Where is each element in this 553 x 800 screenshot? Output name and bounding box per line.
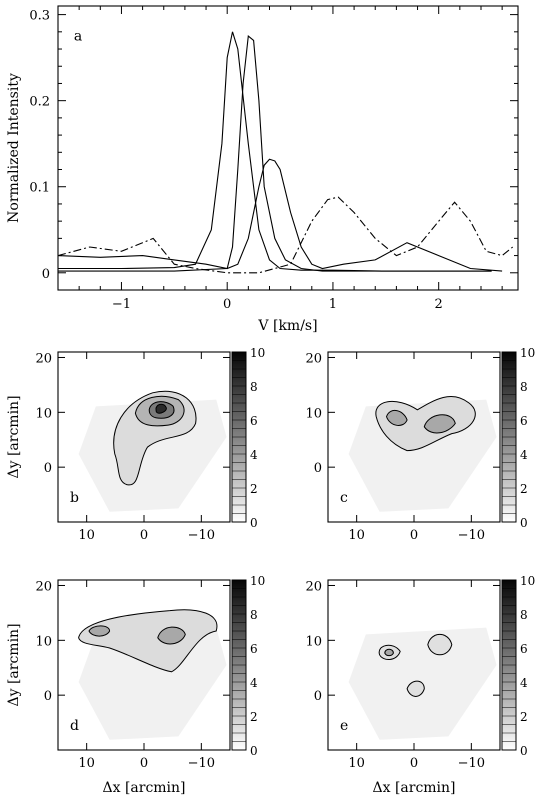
panel-a: −1 0 1 2 0 0.1 0.2 0.3 V [km/s] Normalized Intens… — [6, 5, 519, 334]
contour-level-2 — [385, 410, 408, 426]
colorbar-tick-label: 8 — [520, 380, 528, 394]
x-tick-label: −10 — [458, 528, 485, 543]
y-tick-label: 10 — [305, 406, 322, 421]
panel-letter: d — [70, 718, 79, 734]
contour-level-1 — [78, 609, 218, 673]
y-tick-label: 10 — [35, 634, 52, 649]
y-tick-label: 0 — [44, 689, 52, 704]
panel-letter: b — [70, 490, 79, 506]
series-line-3 — [57, 158, 503, 272]
contour-level-3 — [423, 414, 456, 434]
colorbar-tick-label: 8 — [250, 608, 258, 622]
colorbar-tick-label: 2 — [250, 710, 258, 724]
y-tick-label: 0 — [314, 689, 322, 704]
x-tick-label: −10 — [188, 756, 215, 771]
x-tick-label: −10 — [188, 528, 215, 543]
panel-d: 10 0 −10 0 10 20 d Δy [arcmin] Δx [arcmin] 0 2 4 6 8 1… — [6, 574, 265, 796]
y-tick-label: 10 — [305, 634, 322, 649]
y-tick-label: 0 — [314, 461, 322, 476]
series-line-1 — [58, 31, 492, 272]
x-axis-label: Δx [arcmin] — [372, 780, 455, 796]
x-tick-label: −1 — [112, 297, 131, 312]
colorbar-tick-label: 6 — [520, 414, 528, 428]
contour-level-3 — [406, 680, 425, 697]
colorbar-tick-label: 2 — [250, 482, 258, 496]
contour-level-3 — [88, 625, 111, 637]
colorbar-tick-label: 10 — [520, 346, 535, 360]
colorbar-tick-label: 8 — [520, 608, 528, 622]
x-tick-label: 0 — [410, 528, 418, 543]
x-axis-label: V [km/s] — [257, 318, 317, 334]
y-axis-label: Normalized Intensity — [6, 73, 22, 223]
x-tick-label: 2 — [435, 297, 443, 312]
x-tick-label: 0 — [140, 528, 148, 543]
plot-frame — [57, 5, 519, 291]
colorbar-tick-label: 0 — [520, 516, 528, 530]
map-footprint — [78, 627, 227, 740]
x-tick-label: 0 — [140, 756, 148, 771]
y-tick-label: 20 — [305, 579, 322, 594]
x-axis-label: Δx [arcmin] — [102, 780, 185, 796]
y-tick-label: 20 — [35, 351, 52, 366]
colorbar-tick-label: 4 — [250, 676, 258, 690]
y-tick-label: 0 — [44, 461, 52, 476]
panel-e: 10 0 −10 0 10 20 e Δx [arcmin] 0 2 4 6 8 10 — [305, 574, 535, 796]
contour-level-4 — [384, 648, 394, 657]
y-tick-label: 20 — [305, 351, 322, 366]
x-tick-label: 10 — [78, 756, 95, 771]
panel-letter: c — [340, 490, 348, 506]
colorbar-tick-label: 8 — [250, 380, 258, 394]
x-tick-label: −10 — [458, 756, 485, 771]
y-axis-label: Δy [arcmin] — [6, 623, 22, 706]
y-tick-label: 0.3 — [29, 9, 50, 24]
panel-letter: a — [74, 28, 82, 44]
series-line-2 — [58, 35, 492, 272]
contour-level-2 — [157, 626, 186, 645]
colorbar-tick-label: 0 — [250, 516, 258, 530]
panel-b: 10 0 −10 0 10 20 b Δy [arcmin] 0 2 4 6 8 10 — [6, 346, 265, 543]
colorbar-tick-label: 2 — [520, 482, 528, 496]
x-tick-label: 10 — [78, 528, 95, 543]
contour-level-2 — [427, 633, 453, 656]
colorbar-tick-label: 6 — [250, 414, 258, 428]
x-tick-label: 1 — [329, 297, 337, 312]
colorbar-tick-label: 4 — [250, 448, 258, 462]
series-line-4 — [57, 196, 514, 274]
colorbar-tick-label: 2 — [520, 710, 528, 724]
y-tick-label: 0 — [42, 267, 50, 282]
x-tick-label: 0 — [223, 297, 231, 312]
y-tick-label: 20 — [35, 579, 52, 594]
colorbar-tick-label: 10 — [250, 574, 265, 588]
colorbar-tick-label: 6 — [250, 642, 258, 656]
colorbar-tick-label: 10 — [520, 574, 535, 588]
x-tick-label: 0 — [410, 756, 418, 771]
contour-level-4 — [155, 403, 167, 414]
colorbar-tick-label: 4 — [520, 448, 528, 462]
y-axis-label: Δy [arcmin] — [6, 395, 22, 478]
panel-c: 10 0 −10 0 10 20 c 0 2 4 6 8 10 — [305, 346, 535, 543]
x-tick-label: 10 — [348, 756, 365, 771]
colorbar-tick-label: 0 — [520, 744, 528, 758]
y-tick-label: 10 — [35, 406, 52, 421]
x-tick-label: 10 — [348, 528, 365, 543]
colorbar-tick-label: 4 — [520, 676, 528, 690]
y-tick-label: 0.2 — [29, 95, 50, 110]
y-tick-label: 0.1 — [29, 181, 50, 196]
colorbar-tick-label: 6 — [520, 642, 528, 656]
colorbar-tick-label: 0 — [250, 744, 258, 758]
panel-letter: e — [340, 718, 348, 734]
colorbar-tick-label: 10 — [250, 346, 265, 360]
